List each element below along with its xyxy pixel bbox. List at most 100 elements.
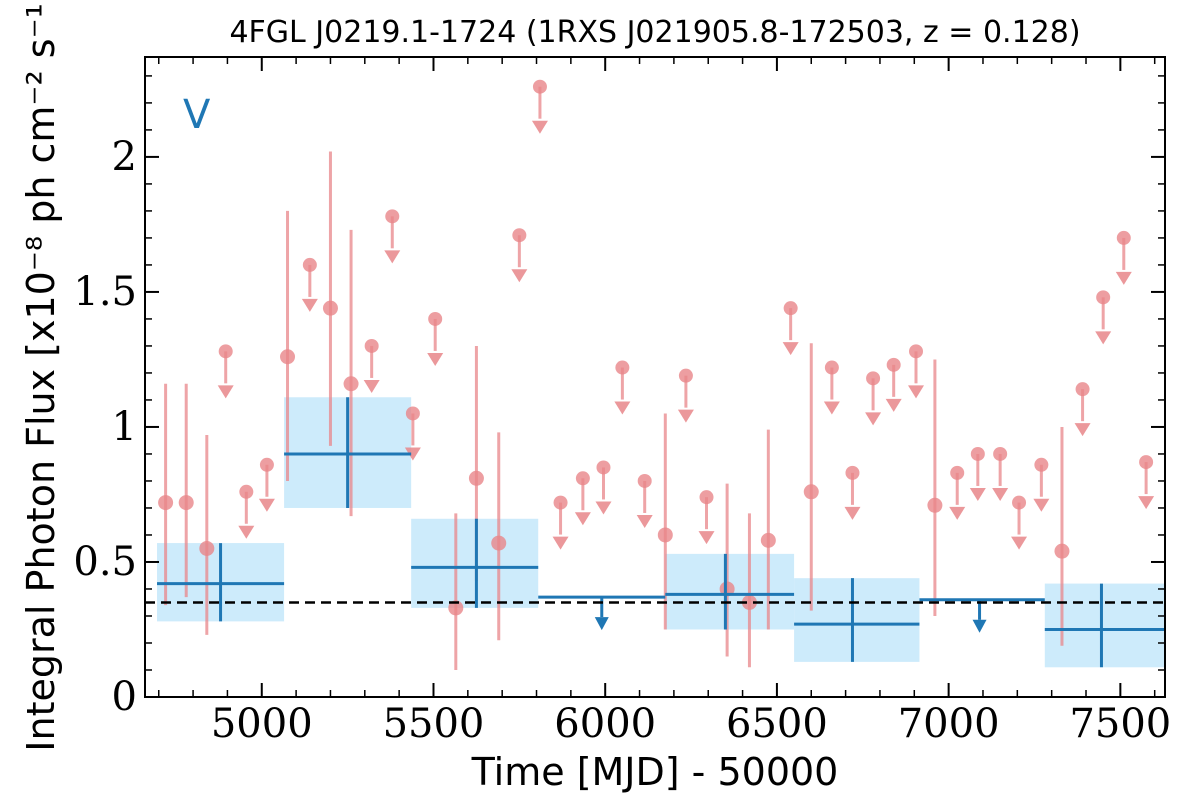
fine-upper-limit-arrow [865, 412, 882, 426]
plot-area [145, 79, 1165, 670]
fine-upper-limit-arrow [258, 498, 275, 512]
fine-data-point [280, 349, 296, 365]
chart-title: 4FGL J0219.1-1724 (1RXS J021905.8-172503… [229, 15, 1080, 50]
fine-upper-limit-point [866, 371, 881, 386]
x-tick-label: 6000 [554, 701, 656, 747]
fine-data-point [158, 495, 174, 511]
fine-upper-limit-arrow [363, 379, 380, 393]
fine-upper-limit-point [385, 209, 400, 224]
fine-data-point [719, 581, 735, 597]
y-tick-label: 1 [112, 404, 137, 450]
fine-upper-limit-point [678, 368, 693, 383]
y-tick-label: 1.5 [73, 269, 137, 315]
fine-upper-limit-point [824, 360, 839, 375]
fine-upper-limit-point [783, 301, 798, 316]
fine-upper-limit-point [302, 257, 317, 272]
axes: 5000 5500 6000 6500 7000 7500 0 0.5 1 1.5 2 [73, 57, 1171, 747]
fine-upper-limit-arrow [992, 487, 1009, 501]
coarse-bin-series [157, 397, 1165, 668]
x-axis-label: Time [MJD] - 50000 [471, 750, 839, 794]
fine-upper-limit-point [699, 490, 714, 505]
fine-upper-limit-arrow [823, 401, 840, 415]
fine-upper-limit-point [1096, 290, 1111, 305]
fine-data-point [322, 300, 338, 316]
fine-upper-limit-arrow [427, 352, 444, 366]
x-tick-label: 7500 [1069, 701, 1171, 747]
fine-data-point [760, 532, 776, 548]
x-tick-label: 6500 [726, 701, 828, 747]
coarse-upper-limit-arrow [972, 619, 987, 633]
fine-upper-limit-point [1034, 457, 1049, 472]
coarse-bin-box [794, 578, 920, 662]
fine-upper-limit-arrow [1074, 423, 1091, 437]
fine-data-point [803, 484, 819, 500]
fine-upper-limit-arrow [677, 409, 694, 423]
fine-upper-limit-arrow [698, 531, 715, 545]
fine-upper-limit-arrow [574, 512, 591, 526]
fine-data-point [657, 527, 673, 543]
y-tick-label: 0 [112, 674, 137, 720]
fine-upper-limit-point [1075, 382, 1090, 397]
y-tick-label: 0.5 [73, 539, 137, 585]
fine-data-point [178, 495, 194, 511]
fine-data-point [448, 600, 464, 616]
fine-upper-limit-point [218, 344, 233, 359]
x-tick-label: 7000 [898, 701, 1000, 747]
coarse-bin-box [411, 518, 539, 608]
fine-upper-limit-point [364, 338, 379, 353]
y-tick-label: 2 [112, 134, 137, 180]
fine-upper-limit-arrow [404, 447, 421, 461]
fine-upper-limit-point [950, 465, 965, 480]
fine-upper-limit-arrow [969, 487, 986, 501]
fine-upper-limit-arrow [301, 298, 318, 312]
fine-upper-limit-arrow [384, 250, 401, 264]
fine-upper-limit-point [259, 457, 274, 472]
fine-data-point [1054, 543, 1070, 559]
fine-upper-limit-point [553, 495, 568, 510]
plot-frame [144, 56, 1166, 698]
fine-upper-limit-arrow [531, 120, 548, 134]
fine-upper-limit-point [239, 484, 254, 499]
fine-upper-limit-arrow [908, 385, 925, 399]
fine-upper-limit-point [970, 446, 985, 461]
fine-upper-limit-arrow [844, 506, 861, 520]
fine-upper-limit-arrow [552, 536, 569, 550]
fine-upper-limit-arrow [636, 514, 653, 528]
fine-upper-limit-point [405, 406, 420, 421]
fine-upper-limit-point [637, 473, 652, 488]
y-axis-label: Integral Photon Flux [x10⁻⁸ ph cm⁻² s⁻¹] [19, 0, 63, 752]
fine-upper-limit-point [845, 465, 860, 480]
fine-upper-limit-point [512, 228, 527, 243]
chart-title-text: 4FGL J0219.1-1724 (1RXS J021905.8-172503… [229, 15, 1080, 50]
fine-upper-limit-point [909, 344, 924, 359]
fine-upper-limit-arrow [217, 385, 234, 399]
coarse-upper-limit-arrow [594, 617, 609, 631]
x-tick-label: 5500 [383, 701, 485, 747]
fine-upper-limit-point [428, 311, 443, 326]
fine-upper-limit-arrow [1011, 536, 1028, 550]
fine-data-point [927, 497, 943, 513]
fine-upper-limit-point [532, 79, 547, 94]
fine-data-point [468, 470, 484, 486]
fine-upper-limit-arrow [238, 525, 255, 539]
fine-upper-limit-arrow [885, 398, 902, 412]
fine-bin-series [158, 79, 1155, 670]
fine-data-point [491, 535, 507, 551]
fine-upper-limit-arrow [949, 506, 966, 520]
fine-upper-limit-arrow [1095, 331, 1112, 345]
fine-upper-limit-arrow [595, 501, 612, 515]
x-tick-label: 5000 [211, 701, 313, 747]
fine-upper-limit-arrow [1033, 498, 1050, 512]
fine-upper-limit-arrow [1115, 271, 1132, 285]
fine-upper-limit-point [1139, 455, 1154, 470]
panel-label: V [183, 92, 211, 138]
fine-upper-limit-point [886, 357, 901, 372]
fine-upper-limit-arrow [614, 401, 631, 415]
fine-upper-limit-point [993, 446, 1008, 461]
fine-upper-limit-point [596, 460, 611, 475]
fine-upper-limit-arrow [782, 342, 799, 356]
fine-upper-limit-point [615, 360, 630, 375]
fine-data-point [343, 376, 359, 392]
fine-data-point [741, 594, 757, 610]
